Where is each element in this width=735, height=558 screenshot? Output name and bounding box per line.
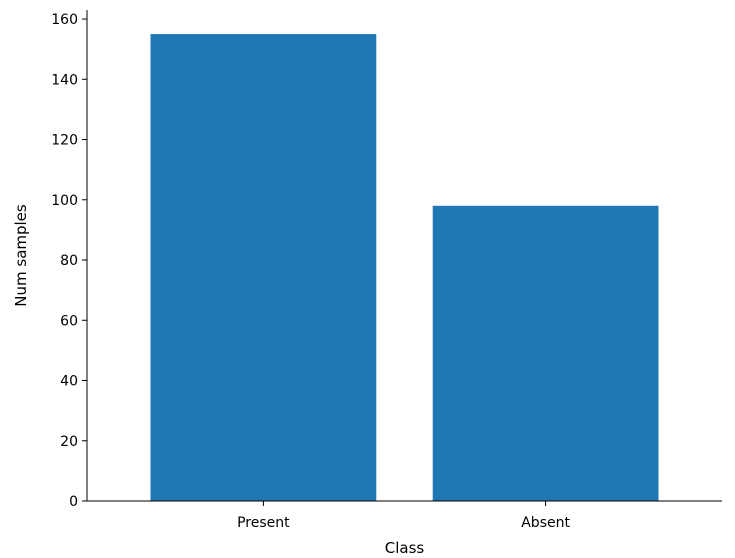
y-tick-label: 0 xyxy=(69,494,78,510)
bar-present xyxy=(150,34,377,502)
y-tick-label: 120 xyxy=(51,133,78,149)
y-tick-label: 100 xyxy=(51,193,78,209)
y-tick-label: 40 xyxy=(60,374,78,390)
y-axis-ticks: 0 20 40 60 80 100 120 140 160 xyxy=(51,12,87,510)
y-tick-label: 160 xyxy=(51,12,78,28)
y-tick-label: 20 xyxy=(60,434,78,450)
bars-group xyxy=(150,34,659,502)
x-axis-label: Class xyxy=(385,539,425,557)
y-tick-label: 60 xyxy=(60,313,78,329)
bar-absent xyxy=(432,205,659,501)
x-tick-label: Absent xyxy=(521,515,570,531)
y-axis-label: Num samples xyxy=(12,204,30,307)
y-tick-label: 140 xyxy=(51,72,78,88)
x-tick-label: Present xyxy=(237,515,290,531)
y-tick-label: 80 xyxy=(60,253,78,269)
x-axis-ticks: Present Absent xyxy=(237,501,570,531)
